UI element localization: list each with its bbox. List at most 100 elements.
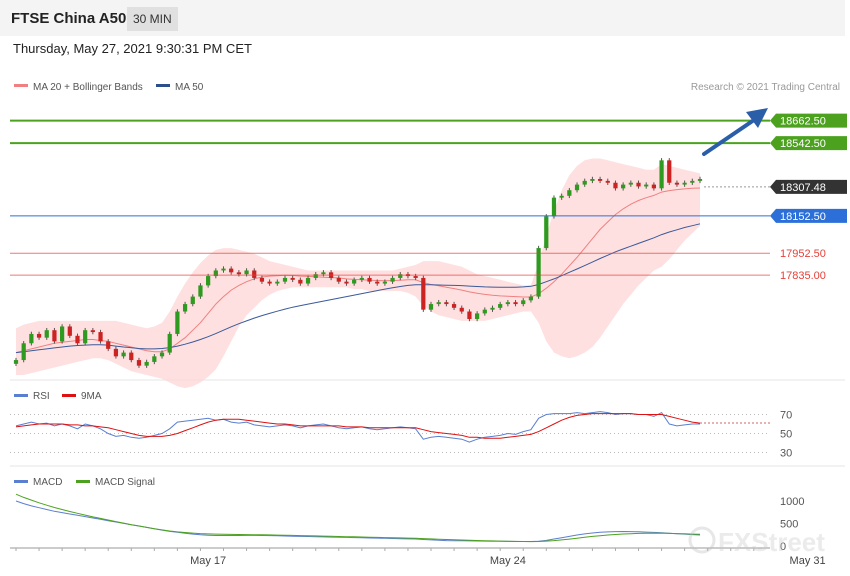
candle-body — [367, 277, 372, 282]
candle-body — [113, 348, 119, 357]
x-axis: May 17 May 24 May 31 — [15, 548, 826, 567]
trend-arrow — [702, 108, 768, 156]
level-label-s2: 17952.50 — [780, 248, 826, 260]
candle-body — [628, 182, 633, 185]
credit-text: Research © 2021 Trading Central — [691, 82, 840, 93]
macd-panel: 1000 500 0 — [15, 493, 804, 553]
candle-body — [282, 277, 288, 282]
candle-body — [490, 307, 495, 310]
candle-body — [498, 304, 503, 308]
candle-body — [651, 184, 657, 189]
price-panel — [13, 158, 703, 389]
legend-swatch-rsi — [14, 394, 28, 397]
macd-signal-line — [15, 493, 701, 543]
candle-body — [252, 270, 257, 278]
rsi-ma-line — [15, 413, 701, 439]
candle-body — [659, 160, 664, 189]
candle-body — [536, 248, 541, 297]
candle-body — [436, 302, 441, 305]
candle-body — [152, 356, 157, 362]
candle-body — [106, 341, 111, 349]
candle-body — [482, 309, 487, 314]
candle-body — [690, 180, 695, 183]
candle-body — [182, 304, 188, 312]
rsi-panel: 70 50 30 — [10, 410, 792, 460]
levels-layer: 18662.50 18542.50 18307.48 18152.50 17952.50… — [10, 113, 847, 282]
candle-body — [444, 302, 449, 305]
candle-body — [336, 277, 341, 282]
candle-body — [590, 179, 595, 181]
rsi-legend: RSI 9MA — [14, 391, 102, 402]
legend-swatch-rsi-ma — [62, 394, 76, 397]
legend-swatch-macd-signal — [76, 480, 90, 483]
candle-body — [190, 296, 195, 305]
level-label-s1: 18152.50 — [780, 211, 826, 223]
candle-body — [413, 276, 418, 278]
candle-body — [467, 311, 472, 319]
x-tick-label: May 24 — [490, 555, 526, 567]
candle-body — [344, 281, 349, 284]
candle-body — [159, 352, 165, 357]
candle-body — [90, 330, 95, 333]
candle-body — [213, 270, 218, 277]
candle-body — [59, 326, 65, 342]
legend-rsi-ma-label: 9MA — [81, 391, 102, 402]
bollinger-band — [16, 158, 700, 389]
chart-header: FTSE China A50 30 MIN — [0, 0, 845, 36]
candle-body — [428, 304, 434, 310]
candle-body — [613, 182, 618, 189]
candle-body — [390, 277, 395, 282]
watermark-logo-icon — [688, 526, 716, 554]
candle-body — [459, 307, 464, 312]
candle-body — [67, 326, 72, 336]
candle-body — [574, 184, 580, 191]
macd-tick-label: 1000 — [780, 496, 804, 508]
candle-body — [551, 197, 557, 217]
candle-body — [298, 279, 303, 284]
candle-body — [475, 313, 480, 319]
candle-body — [275, 281, 280, 284]
rsi-tick-label: 70 — [780, 410, 792, 422]
level-label-r1: 18542.50 — [780, 138, 826, 150]
candle-body — [544, 216, 549, 249]
candle-body — [513, 302, 518, 305]
candle-body — [29, 333, 34, 344]
level-label-r2: 18662.50 — [780, 116, 826, 128]
candle-body — [44, 330, 49, 338]
candle-body — [582, 180, 587, 185]
candle-body — [644, 184, 649, 187]
timeframe-button[interactable]: 30 MIN — [127, 7, 178, 31]
rsi-tick-label: 30 — [780, 448, 792, 460]
candle-body — [175, 311, 180, 334]
candle-body — [521, 300, 526, 305]
candle-body — [636, 182, 641, 187]
candle-body — [697, 179, 703, 181]
legend-macd-label: MACD — [33, 477, 62, 488]
watermark-text: FXStreet — [718, 527, 825, 557]
legend-swatch-ma20 — [14, 84, 28, 87]
main-legend: MA 20 + Bollinger Bands MA 50 — [14, 82, 204, 93]
candle-body — [398, 274, 403, 278]
candle-body — [682, 182, 687, 185]
candle-body — [144, 361, 149, 366]
candle-body — [206, 276, 211, 286]
legend-ma50-label: MA 50 — [175, 82, 204, 93]
candle-body — [36, 333, 42, 338]
candle-body — [221, 268, 226, 271]
candle-body — [421, 277, 426, 310]
candle-body — [267, 281, 272, 284]
level-label-s3: 17835.00 — [780, 270, 826, 282]
candle-body — [567, 190, 572, 196]
candle-body — [505, 302, 510, 305]
trend-arrow-shaft — [702, 118, 756, 156]
level-tag-r2 — [770, 113, 847, 128]
candle-body — [313, 274, 318, 278]
x-tick-label: May 17 — [190, 555, 226, 567]
macd-tick-label: 500 — [780, 518, 798, 530]
legend-macd-signal-label: MACD Signal — [95, 477, 155, 488]
rsi-tick-label: 50 — [780, 429, 792, 441]
candle-body — [674, 182, 680, 185]
macd-line — [15, 500, 701, 542]
macd-tick-label: 0 — [780, 541, 786, 553]
